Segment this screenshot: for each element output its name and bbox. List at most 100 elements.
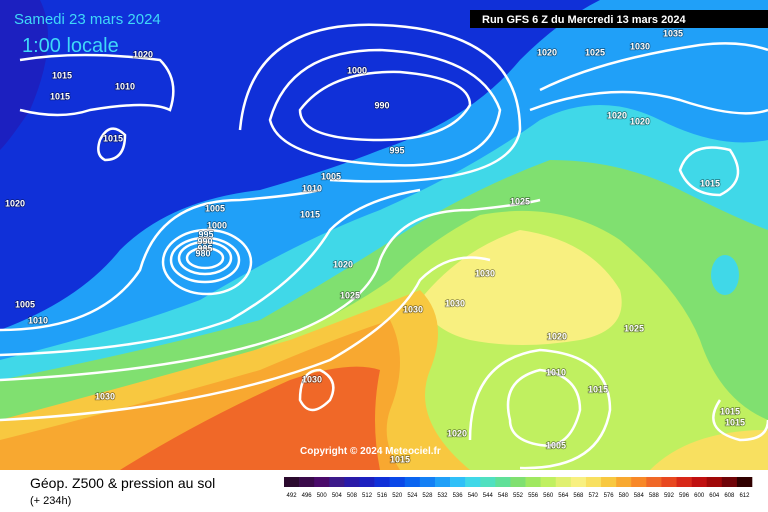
isobar-label: 1035: [663, 28, 683, 38]
colorbar-cell: [465, 477, 481, 487]
isobar-label: 1020: [630, 116, 650, 126]
colorbar-cell: [631, 477, 647, 487]
colorbar-cell: [404, 477, 421, 487]
colorbar-label: 588: [649, 493, 660, 499]
isobar-label: 1020: [607, 110, 627, 120]
colorbar-cell: [450, 477, 466, 487]
colorbar-label: 600: [694, 493, 705, 499]
colorbar-cell: [314, 477, 330, 487]
isobar-label: 1020: [333, 259, 353, 269]
isobar-label: 1000: [347, 65, 367, 75]
colorbar-cell: [525, 477, 541, 487]
isobar-label: 1020: [537, 47, 557, 57]
colorbar-label: 580: [619, 493, 630, 499]
isobar-label: 1025: [510, 196, 530, 206]
colorbar-cell: [706, 477, 723, 487]
colorbar-label: 496: [302, 493, 313, 499]
colorbar-cell: [691, 477, 708, 487]
colorbar-cell: [601, 477, 617, 487]
isobar-label: 1005: [546, 440, 566, 450]
colorbar-label: 500: [317, 493, 328, 499]
colorbar-label: 552: [513, 493, 524, 499]
colorbar-cell: [299, 477, 315, 487]
run-box: [470, 10, 768, 28]
isobar-label: 1015: [300, 209, 320, 219]
colorbar-label: 532: [438, 493, 449, 499]
colorbar-cell: [374, 477, 390, 487]
legend-title: Géop. Z500 & pression au sol: [30, 475, 215, 491]
isobar-label: 1010: [546, 367, 566, 377]
colorbar-label: 504: [332, 493, 343, 499]
colorbar-label: 544: [483, 493, 494, 499]
colorbar-label: 560: [543, 493, 554, 499]
colorbar-cell: [329, 477, 345, 487]
colorbar-label: 528: [422, 493, 433, 499]
isobar-label: 1010: [115, 81, 135, 91]
isobar-label: 1030: [630, 41, 650, 51]
isobar-label: 1000: [207, 220, 227, 230]
isobar-label: 995: [389, 145, 404, 155]
colorbar-label: 516: [377, 493, 388, 499]
height-field: [0, 0, 768, 470]
colorbar-cell: [736, 477, 753, 487]
colorbar-label: 548: [498, 493, 509, 499]
isobar-label: 1010: [302, 183, 322, 193]
colorbar-cell: [585, 477, 602, 487]
colorbar-cell: [570, 477, 587, 487]
colorbar-cell: [555, 477, 572, 487]
colorbar-cell: [389, 477, 406, 487]
isobar-label: 1025: [340, 290, 360, 300]
valid-date: Samedi 23 mars 2024: [14, 11, 161, 28]
isobar-label: 1020: [547, 331, 567, 341]
colorbar-cell: [510, 477, 526, 487]
colorbar-cell: [284, 477, 300, 487]
isobar-label: 1015: [725, 417, 745, 427]
colorbar: 492 496 500 504 508 512 516 520 524 528 532 536 540 5…: [284, 477, 753, 499]
isobar-label: 990: [374, 100, 389, 110]
isobar-label: 985: [197, 243, 212, 253]
isobar-label: 1030: [475, 268, 495, 278]
colorbar-cell: [646, 477, 662, 487]
colorbar-label: 584: [634, 493, 645, 499]
isobar-label: 1015: [103, 133, 123, 143]
colorbar-cell: [419, 477, 436, 487]
isobar-label: 1030: [95, 391, 115, 401]
colorbar-cell: [359, 477, 375, 487]
isobar-label: 1020: [447, 428, 467, 438]
colorbar-cell: [540, 477, 557, 487]
colorbar-label: 556: [528, 493, 539, 499]
colorbar-cell: [721, 477, 738, 487]
isobar-label: 995: [198, 229, 213, 239]
isobar-label: 1015: [390, 454, 410, 464]
isobar-label: 1025: [585, 47, 605, 57]
colorbar-label: 520: [392, 493, 403, 499]
isobars: [0, 23, 768, 470]
isobar-label: 1005: [15, 299, 35, 309]
colorbar-label: 524: [407, 493, 418, 499]
isobar-label: 1025: [624, 323, 644, 333]
isobar-label: 1015: [720, 406, 740, 416]
isobar-label: 980: [195, 248, 210, 258]
colorbar-cell: [480, 477, 496, 487]
isobar-label: 1015: [588, 384, 608, 394]
isobar-label: 1005: [205, 203, 225, 213]
isobar-label: 1005: [321, 171, 341, 181]
isobar-label: 1030: [445, 298, 465, 308]
colorbar-label: 604: [709, 493, 720, 499]
colorbar-cell: [495, 477, 511, 487]
isobar-label: 1010: [28, 315, 48, 325]
run-info: Run GFS 6 Z du Mercredi 13 mars 2024: [482, 14, 686, 26]
colorbar-label: 572: [588, 493, 599, 499]
colorbar-label: 592: [664, 493, 675, 499]
colorbar-label: 492: [287, 493, 298, 499]
colorbar-label: 596: [679, 493, 690, 499]
lead-time: (+ 234h): [30, 495, 71, 507]
colorbar-cell: [344, 477, 360, 487]
isobar-label: 1020: [133, 49, 153, 59]
isobar-label: 1015: [52, 70, 72, 80]
colorbar-label: 508: [347, 493, 358, 499]
colorbar-label: 536: [453, 493, 464, 499]
isobar-label: 1015: [50, 91, 70, 101]
colorbar-cell: [434, 477, 451, 487]
colorbar-cell: [676, 477, 692, 487]
